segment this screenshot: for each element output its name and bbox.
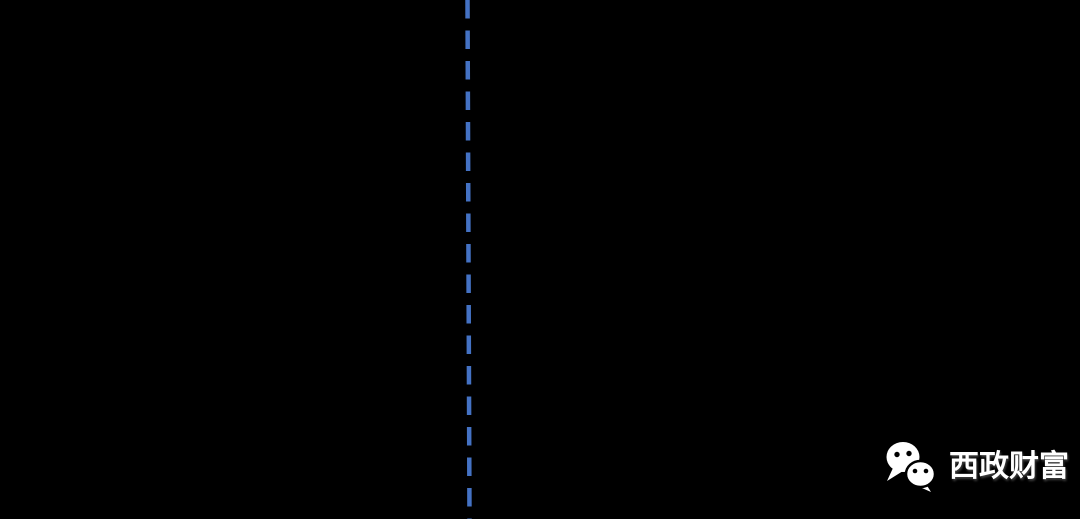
wechat-small-bubble	[904, 459, 937, 489]
wechat-small-bubble-eye-right	[923, 468, 929, 474]
wechat-big-bubble-eye-right	[906, 450, 912, 457]
wechat-small-bubble-eye-left	[912, 468, 918, 474]
watermark: 西政财富	[886, 441, 1069, 493]
wechat-icon	[886, 442, 937, 492]
dashed-line-stroke	[465, 0, 472, 519]
watermark-text: 西政财富	[949, 450, 1069, 483]
wechat-big-bubble-eye-left	[894, 451, 900, 458]
